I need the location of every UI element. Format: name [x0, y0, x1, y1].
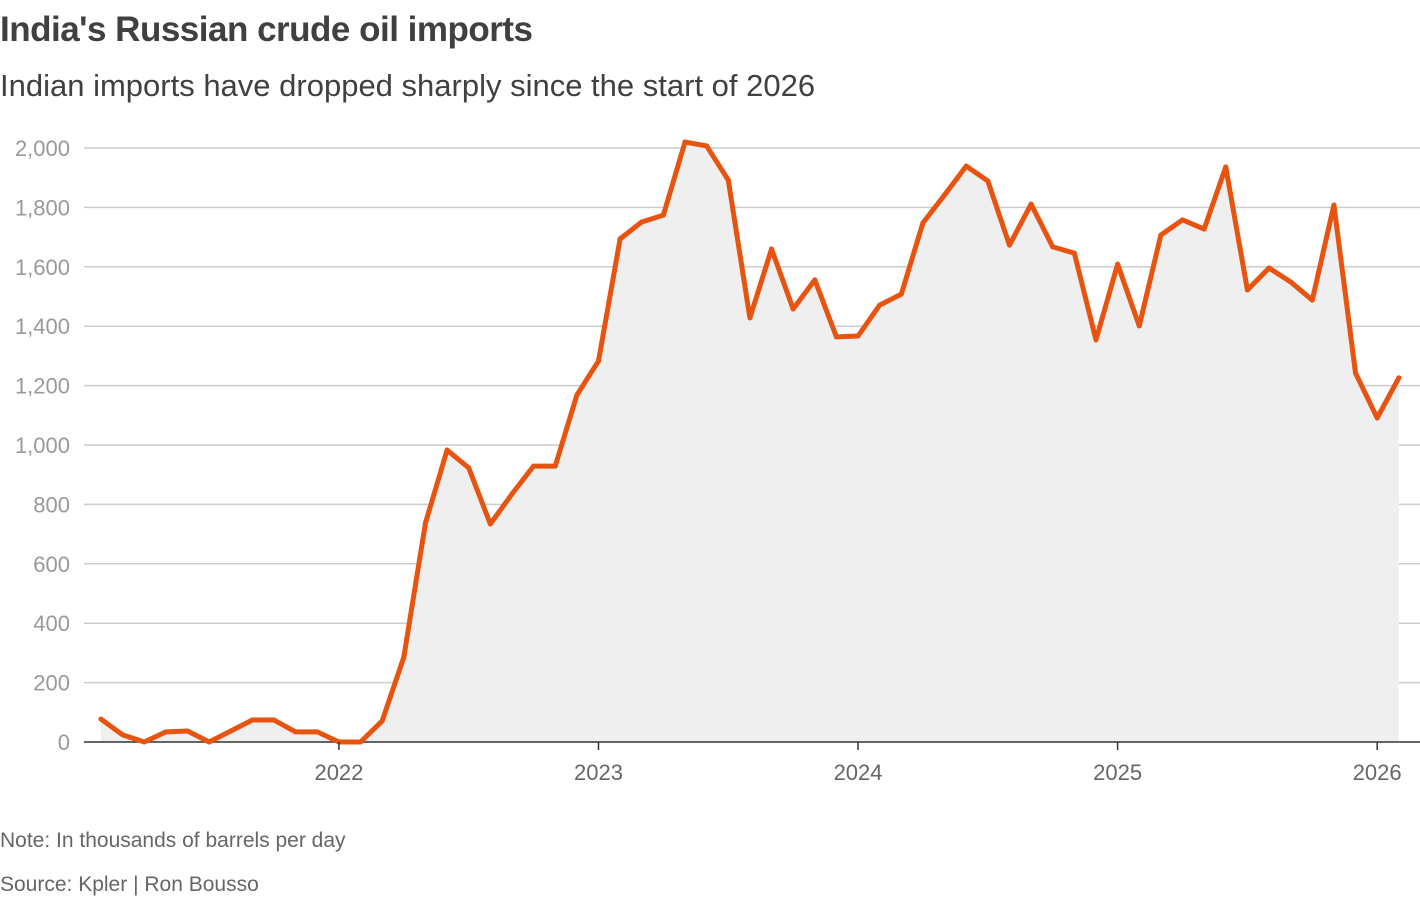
- data-point: [531, 463, 537, 469]
- y-tick-label: 1,400: [15, 314, 70, 339]
- data-point: [833, 334, 839, 340]
- data-point: [552, 463, 558, 469]
- data-point: [1006, 242, 1012, 248]
- y-tick-label: 1,800: [15, 195, 70, 220]
- x-tick-label: 2023: [574, 760, 623, 785]
- y-tick-label: 600: [33, 552, 70, 577]
- x-tick-label: 2024: [834, 760, 883, 785]
- data-point: [487, 521, 493, 527]
- data-point: [898, 291, 904, 297]
- y-tick-label: 0: [58, 730, 70, 755]
- data-point: [1396, 375, 1402, 381]
- data-point: [249, 717, 255, 723]
- data-point: [1093, 337, 1099, 343]
- chart-source: Source: Kpler | Ron Bousso: [0, 873, 259, 896]
- data-point: [206, 739, 212, 745]
- data-point: [271, 717, 277, 723]
- data-point: [1353, 370, 1359, 376]
- data-point: [422, 520, 428, 526]
- data-point: [855, 333, 861, 339]
- data-point: [985, 178, 991, 184]
- data-point: [574, 392, 580, 398]
- data-point: [1180, 217, 1185, 223]
- chart-title: India's Russian crude oil imports: [0, 10, 533, 49]
- data-point: [747, 315, 753, 321]
- data-point: [509, 491, 515, 497]
- data-point: [1223, 164, 1229, 170]
- data-point: [790, 306, 796, 312]
- data-point: [877, 302, 883, 308]
- data-point: [1309, 297, 1315, 303]
- x-tick-label: 2026: [1353, 760, 1402, 785]
- data-point: [163, 729, 169, 735]
- data-point: [769, 246, 775, 252]
- y-tick-label: 800: [33, 492, 70, 517]
- data-point: [98, 716, 104, 722]
- y-tick-label: 400: [33, 611, 70, 636]
- area-fill: [101, 142, 1399, 742]
- y-tick-label: 1,000: [15, 433, 70, 458]
- data-point: [595, 358, 601, 364]
- data-point: [1201, 226, 1207, 232]
- y-tick-label: 200: [33, 671, 70, 696]
- data-point: [639, 219, 645, 225]
- data-point: [1288, 279, 1294, 285]
- x-tick-label: 2022: [314, 760, 363, 785]
- y-tick-label: 1,200: [15, 374, 70, 399]
- y-tick-label: 1,600: [15, 255, 70, 280]
- data-point: [1050, 244, 1056, 250]
- chart-area: 0 200 400 600 800 1,000 1,200 1,400 1,600 1,800 2,…: [15, 136, 1420, 785]
- data-point: [920, 220, 926, 226]
- data-point: [293, 729, 299, 735]
- data-point: [1331, 202, 1337, 208]
- data-point: [1115, 261, 1121, 267]
- data-point: [617, 236, 623, 242]
- data-point: [963, 163, 969, 169]
- data-point: [379, 718, 385, 724]
- data-point: [660, 212, 666, 218]
- data-point: [228, 728, 234, 734]
- data-point: [1028, 201, 1034, 207]
- chart-note: Note: In thousands of barrels per day: [0, 829, 346, 852]
- data-point: [401, 654, 407, 660]
- chart-subtitle: Indian imports have dropped sharply sinc…: [0, 68, 816, 103]
- data-point: [1266, 265, 1272, 271]
- y-tick-label: 2,000: [15, 136, 70, 161]
- data-point: [725, 177, 731, 183]
- data-point: [1244, 287, 1250, 293]
- data-point: [444, 447, 450, 453]
- data-point: [682, 139, 688, 145]
- data-point: [1071, 250, 1077, 256]
- data-point: [120, 732, 126, 738]
- data-point: [141, 739, 147, 745]
- data-point: [466, 465, 472, 471]
- data-point: [1158, 232, 1164, 238]
- data-point: [1374, 415, 1380, 421]
- data-point: [1136, 323, 1142, 329]
- data-point: [185, 728, 191, 734]
- data-point: [358, 739, 364, 745]
- data-point: [314, 729, 320, 735]
- data-point: [812, 277, 818, 283]
- data-point: [942, 192, 948, 198]
- data-point: [704, 143, 710, 149]
- x-tick-label: 2025: [1093, 760, 1142, 785]
